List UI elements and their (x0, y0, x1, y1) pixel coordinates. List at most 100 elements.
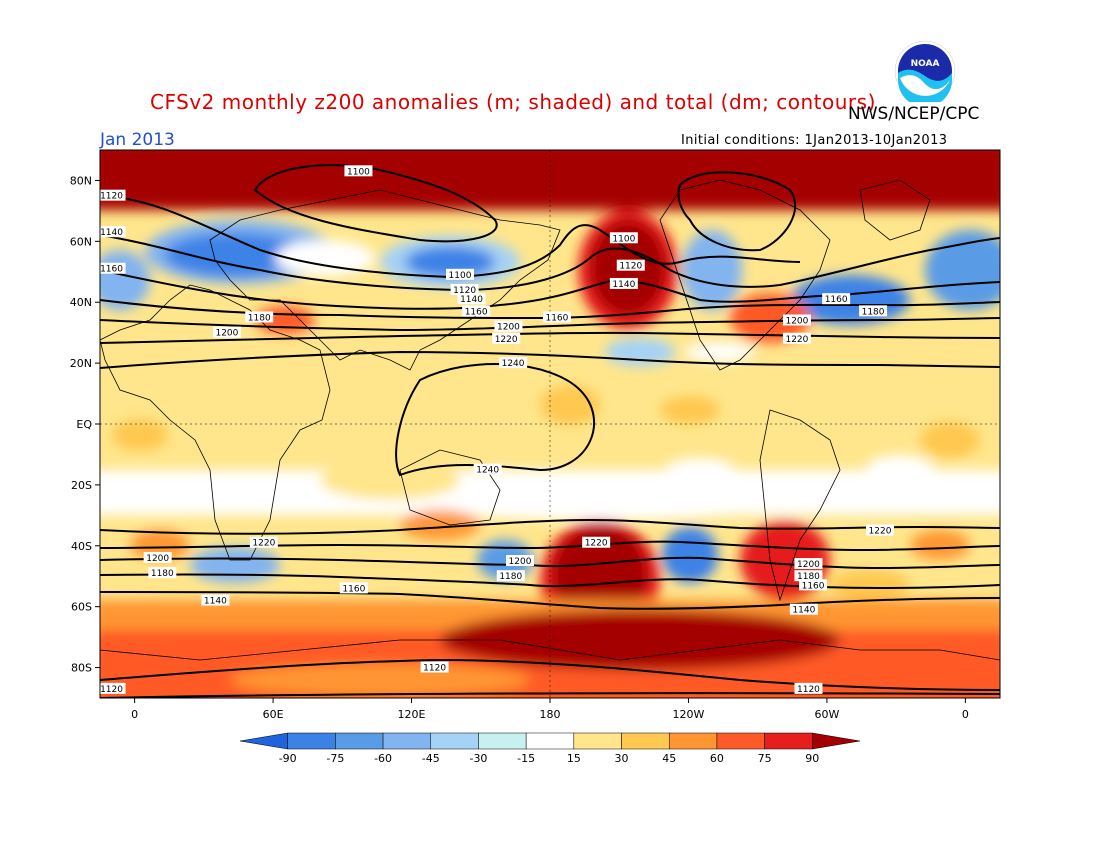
contour-label-box (789, 603, 818, 615)
lat-tick-label: EQ (76, 418, 92, 431)
contour-label: 1160 (100, 265, 123, 275)
contour-label-box (457, 293, 486, 305)
colorbar-swatch (764, 732, 813, 750)
contour-label-box (100, 682, 126, 694)
colorbar-swatch (382, 732, 432, 750)
contour-label-box (799, 579, 828, 591)
contour-label: 1200 (497, 323, 520, 333)
contour-label: 1120 (619, 262, 642, 272)
contour-label-box (794, 570, 823, 582)
contour-label-box (859, 305, 888, 317)
contour-label: 1240 (476, 466, 499, 476)
lon-tick-label: 120E (398, 708, 426, 721)
initial-conditions-label: Initial conditions: 1Jan2013-10Jan2013 (681, 133, 948, 148)
contour-label: 1180 (862, 307, 885, 317)
colorbar-tick-label: 90 (805, 752, 819, 765)
contour-label: 1120 (797, 685, 820, 695)
colorbar-swatch (287, 732, 336, 750)
contour-label: 1200 (797, 560, 820, 570)
lon-tick-label: 120W (673, 708, 705, 721)
colorbar-tick-label: 45 (662, 752, 676, 765)
lon-tick-label: 0 (962, 708, 969, 721)
contour-label-box (446, 268, 474, 280)
contour-label: 1180 (499, 572, 522, 582)
contour-label-box (782, 332, 811, 344)
contour-label: 1240 (502, 359, 525, 369)
lat-tick-label: 80S (71, 662, 92, 675)
contour-label-box (506, 555, 534, 566)
lon-tick-label: 60W (814, 708, 839, 721)
contour-label: 1220 (252, 539, 275, 549)
contour-label-box (492, 332, 521, 344)
colorbar-swatch (812, 732, 861, 750)
contour-label: 1160 (342, 584, 365, 594)
contour-label: 1200 (509, 557, 532, 567)
contour-label: 1220 (785, 335, 808, 345)
contour-label-box (212, 326, 241, 338)
contour-label-box (496, 570, 525, 582)
colorbar-swatch (525, 732, 575, 750)
lat-tick-label: 20S (71, 479, 92, 492)
contour-label: 1160 (825, 295, 848, 305)
map-grid (100, 150, 1000, 698)
contour-label-box (866, 524, 894, 536)
contour-label-box (609, 277, 638, 289)
contour-label-box (245, 311, 274, 323)
contour-label-box (782, 314, 811, 326)
contour-label: 1140 (792, 606, 815, 616)
contour-label: 1200 (785, 316, 808, 326)
contour-label-box (201, 594, 230, 606)
contour-label-box (794, 558, 823, 570)
contour-label: 1220 (585, 539, 608, 549)
height-contours (100, 164, 1000, 698)
contour-label: 1160 (802, 581, 825, 591)
contour-label: 1220 (495, 335, 518, 345)
contour-label: 1100 (449, 271, 472, 281)
contour-label-box (420, 661, 449, 673)
colorbar-tick-label: -30 (469, 752, 487, 765)
contour-label-box (542, 311, 571, 323)
lon-tick-label: 0 (131, 708, 138, 721)
contour-label-box (609, 232, 638, 244)
contour-label: 1180 (797, 572, 820, 582)
contour-label: 1220 (869, 527, 892, 537)
colorbar-tick-label: 30 (615, 752, 629, 765)
contour-label-box (499, 357, 528, 369)
latitude-axis: 80N 60N 40N 20N EQ 20S 40S 60S 80S (70, 174, 100, 675)
colorbar-tick-label: -90 (279, 752, 297, 765)
colorbar-swatch (239, 732, 288, 750)
month-label: Jan 2013 (100, 130, 175, 150)
colorbar-tick-label: -75 (326, 752, 344, 765)
contour-label-box (148, 567, 177, 579)
contour-label-box (339, 582, 368, 594)
lat-tick-label: 40N (70, 296, 92, 309)
contour-label-box (473, 463, 502, 475)
colorbar-swatch (478, 732, 527, 750)
longitude-axis: 0 60E 120E 180 120W 60W 0 (131, 698, 969, 721)
colorbar-tick-label: 60 (710, 752, 724, 765)
contour-label: 1160 (545, 313, 568, 323)
contour-label: 1200 (215, 329, 238, 339)
contour-label: 1100 (347, 167, 370, 177)
lat-tick-label: 60S (71, 601, 92, 614)
colorbar-swatch (621, 732, 670, 750)
contour-label: 1120 (453, 286, 476, 296)
contour-label: 1180 (151, 569, 174, 579)
contour-label-box (143, 551, 172, 563)
contour-label: 1140 (100, 228, 123, 238)
colorbar-tick-label: -15 (517, 752, 535, 765)
lat-tick-label: 20N (70, 357, 92, 370)
lat-tick-label: 40S (71, 540, 92, 553)
colorbar-tick-label: -60 (374, 752, 392, 765)
coastlines (100, 179, 1000, 661)
contour-label-box (462, 305, 491, 317)
lat-tick-label: 80N (70, 174, 92, 187)
lon-tick-label: 180 (540, 708, 561, 721)
colorbar-swatch (573, 732, 622, 750)
contour-label-box (616, 259, 645, 271)
lon-tick-label: 60E (263, 708, 284, 721)
contour-label: 1140 (612, 280, 635, 290)
